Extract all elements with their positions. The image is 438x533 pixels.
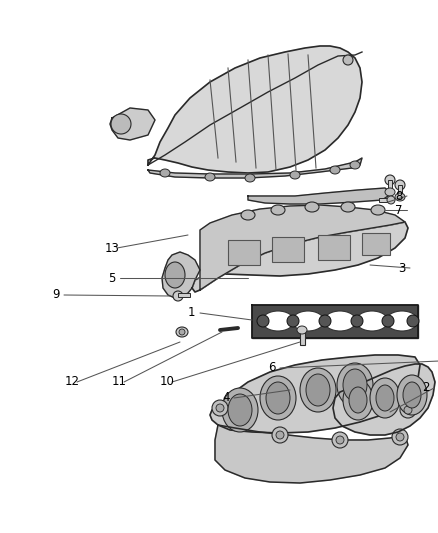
Ellipse shape bbox=[340, 202, 354, 212]
Text: 4: 4 bbox=[222, 392, 229, 405]
Ellipse shape bbox=[290, 171, 299, 179]
Ellipse shape bbox=[265, 382, 290, 414]
Text: 3: 3 bbox=[397, 262, 404, 274]
Polygon shape bbox=[191, 222, 407, 292]
Ellipse shape bbox=[355, 311, 387, 331]
Ellipse shape bbox=[176, 327, 187, 337]
Text: 8: 8 bbox=[394, 190, 402, 203]
Ellipse shape bbox=[318, 315, 330, 327]
Polygon shape bbox=[148, 46, 361, 173]
Polygon shape bbox=[247, 188, 389, 204]
Ellipse shape bbox=[286, 315, 298, 327]
Bar bbox=[397, 185, 401, 197]
Ellipse shape bbox=[402, 382, 420, 408]
Ellipse shape bbox=[276, 431, 283, 439]
Ellipse shape bbox=[272, 427, 287, 443]
Text: 12: 12 bbox=[65, 376, 80, 389]
Polygon shape bbox=[110, 108, 155, 140]
Ellipse shape bbox=[348, 387, 366, 413]
Ellipse shape bbox=[215, 404, 223, 412]
Ellipse shape bbox=[297, 326, 306, 334]
Text: 6: 6 bbox=[267, 361, 275, 375]
Ellipse shape bbox=[395, 433, 403, 441]
Ellipse shape bbox=[394, 193, 404, 201]
Text: 11: 11 bbox=[112, 376, 127, 389]
Ellipse shape bbox=[270, 205, 284, 215]
Polygon shape bbox=[209, 355, 419, 433]
Polygon shape bbox=[332, 364, 434, 435]
Ellipse shape bbox=[381, 315, 393, 327]
Ellipse shape bbox=[394, 180, 404, 190]
Ellipse shape bbox=[305, 374, 329, 406]
Ellipse shape bbox=[205, 173, 215, 181]
Ellipse shape bbox=[336, 363, 372, 407]
Bar bbox=[361, 233, 389, 255]
Ellipse shape bbox=[331, 432, 347, 448]
Ellipse shape bbox=[406, 315, 418, 327]
Ellipse shape bbox=[342, 55, 352, 65]
Polygon shape bbox=[200, 205, 404, 290]
Ellipse shape bbox=[384, 188, 394, 196]
Bar bbox=[177, 293, 190, 297]
Text: 9: 9 bbox=[52, 288, 60, 302]
Text: 13: 13 bbox=[105, 241, 120, 254]
Bar bbox=[299, 330, 304, 345]
Ellipse shape bbox=[386, 196, 394, 204]
Ellipse shape bbox=[329, 166, 339, 174]
Ellipse shape bbox=[335, 436, 343, 444]
Bar bbox=[378, 198, 390, 202]
Ellipse shape bbox=[396, 375, 426, 415]
Bar bbox=[317, 235, 349, 260]
Polygon shape bbox=[162, 252, 200, 298]
Text: 7: 7 bbox=[394, 204, 402, 216]
Bar bbox=[272, 237, 303, 262]
Ellipse shape bbox=[299, 368, 335, 412]
Ellipse shape bbox=[165, 262, 184, 288]
Ellipse shape bbox=[212, 400, 227, 416]
Ellipse shape bbox=[375, 385, 393, 411]
Ellipse shape bbox=[261, 311, 293, 331]
Ellipse shape bbox=[259, 376, 295, 420]
Ellipse shape bbox=[291, 311, 323, 331]
Polygon shape bbox=[215, 425, 407, 483]
Ellipse shape bbox=[342, 380, 372, 420]
Text: 5: 5 bbox=[108, 271, 115, 285]
Text: 1: 1 bbox=[187, 306, 195, 319]
Ellipse shape bbox=[323, 311, 355, 331]
Text: 2: 2 bbox=[421, 382, 428, 394]
Ellipse shape bbox=[159, 169, 170, 177]
Ellipse shape bbox=[370, 205, 384, 215]
Ellipse shape bbox=[384, 175, 394, 185]
Ellipse shape bbox=[173, 291, 183, 301]
Ellipse shape bbox=[256, 315, 268, 327]
Ellipse shape bbox=[385, 311, 417, 331]
Polygon shape bbox=[148, 158, 361, 178]
Bar bbox=[227, 240, 259, 265]
Ellipse shape bbox=[304, 202, 318, 212]
Ellipse shape bbox=[369, 378, 399, 418]
Ellipse shape bbox=[399, 402, 415, 418]
Bar bbox=[387, 180, 391, 192]
Ellipse shape bbox=[179, 329, 184, 335]
Ellipse shape bbox=[350, 315, 362, 327]
Ellipse shape bbox=[403, 406, 411, 414]
Polygon shape bbox=[251, 305, 417, 338]
Ellipse shape bbox=[391, 429, 407, 445]
Ellipse shape bbox=[240, 210, 254, 220]
Ellipse shape bbox=[349, 161, 359, 169]
Text: 10: 10 bbox=[159, 376, 174, 389]
Ellipse shape bbox=[222, 388, 258, 432]
Ellipse shape bbox=[342, 369, 366, 401]
Ellipse shape bbox=[111, 114, 131, 134]
Ellipse shape bbox=[244, 174, 254, 182]
Ellipse shape bbox=[227, 394, 251, 426]
